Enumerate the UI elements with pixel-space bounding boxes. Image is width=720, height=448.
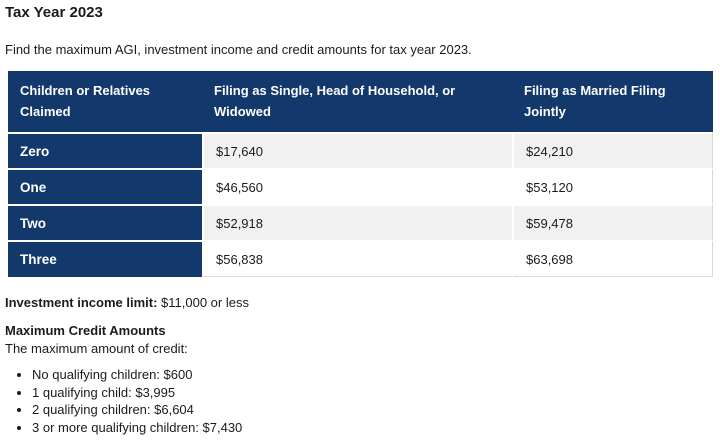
column-header-children-claimed: Children or Relatives Claimed: [8, 70, 202, 132]
cell-two-married: $59,478: [512, 203, 713, 240]
cell-two-single: $52,918: [202, 203, 512, 240]
table-row-one: One $46,560 $53,120: [8, 167, 713, 204]
row-label-zero: Zero: [8, 131, 202, 168]
cell-zero-single: $17,640: [202, 131, 512, 168]
max-credit-subheading: The maximum amount of credit:: [5, 341, 188, 357]
page-title: Tax Year 2023: [5, 4, 103, 21]
row-label-three: Three: [8, 239, 202, 277]
cell-one-married: $53,120: [512, 167, 713, 204]
cell-zero-married: $24,210: [512, 131, 713, 168]
intro-text: Find the maximum AGI, investment income …: [5, 42, 472, 57]
investment-income-limit: Investment income limit: $11,000 or less: [5, 295, 720, 311]
table-row-zero: Zero $17,640 $24,210: [8, 131, 713, 168]
table-row-two: Two $52,918 $59,478: [8, 203, 713, 240]
table-header-row: Children or Relatives Claimed Filing as …: [8, 70, 713, 132]
row-label-two: Two: [8, 203, 202, 240]
credit-amounts-list: No qualifying children: $600 1 qualifyin…: [5, 368, 720, 435]
list-item-two-children: 2 qualifying children: $6,604: [32, 403, 720, 417]
investment-income-limit-value: $11,000 or less: [157, 294, 249, 310]
table-row-three: Three $56,838 $63,698: [8, 239, 713, 277]
tax-year-section: Tax Year 2023 Find the maximum AGI, inve…: [0, 0, 720, 435]
column-header-filing-married: Filing as Married Filing Jointly: [512, 70, 713, 132]
cell-three-married: $63,698: [512, 239, 713, 277]
eitc-limits-table: Children or Relatives Claimed Filing as …: [8, 70, 713, 277]
list-item-one-child: 1 qualifying child: $3,995: [32, 386, 720, 400]
investment-income-limit-label: Investment income limit:: [5, 294, 158, 310]
cell-three-single: $56,838: [202, 239, 512, 277]
list-item-no-children: No qualifying children: $600: [32, 368, 720, 382]
cell-one-single: $46,560: [202, 167, 512, 204]
max-credit-heading: Maximum Credit Amounts: [5, 323, 166, 339]
list-item-three-or-more-children: 3 or more qualifying children: $7,430: [32, 421, 720, 435]
row-label-one: One: [8, 167, 202, 204]
column-header-filing-single: Filing as Single, Head of Household, or …: [202, 70, 512, 132]
